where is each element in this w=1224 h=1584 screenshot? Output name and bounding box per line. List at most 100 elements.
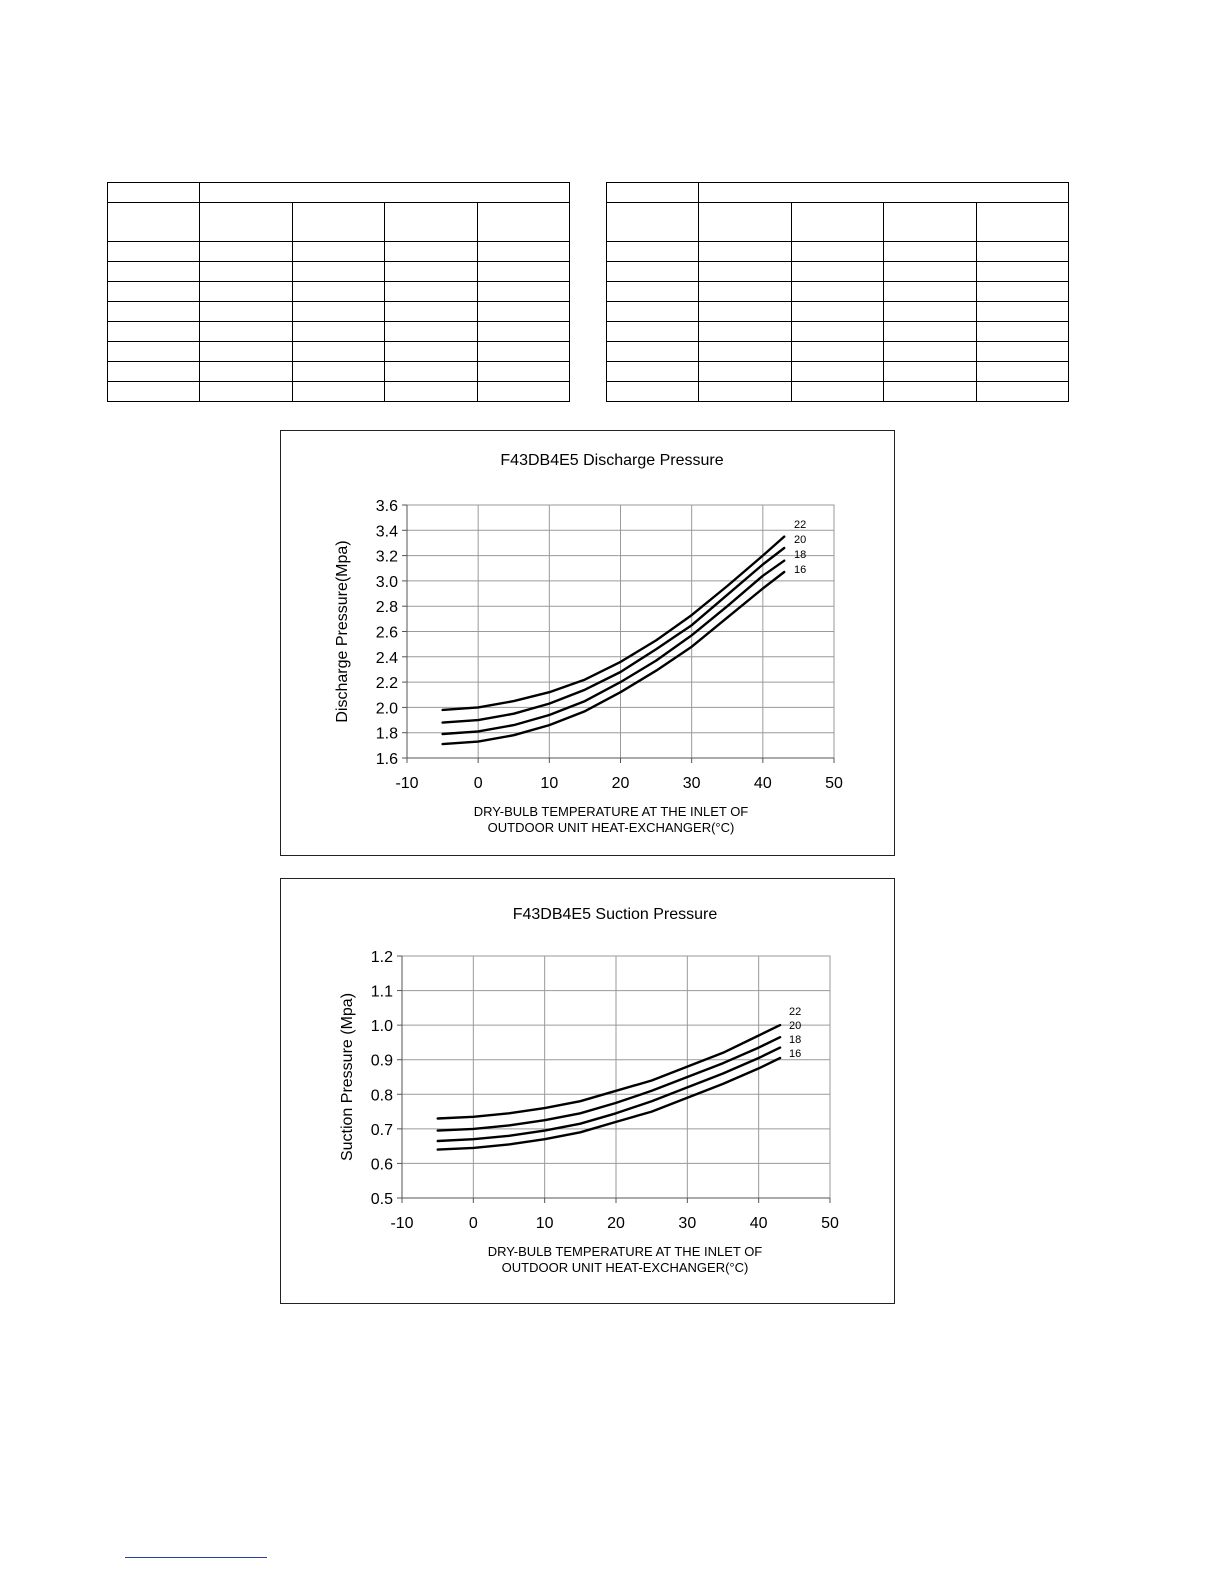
table-cell — [975, 341, 1070, 362]
x-tick-label: 0 — [469, 1215, 478, 1232]
table-cell — [291, 281, 386, 302]
table-cell — [605, 381, 700, 402]
table-row — [605, 381, 1070, 402]
table-cell — [106, 321, 201, 342]
table-cell — [883, 241, 977, 262]
table-cell — [883, 341, 977, 362]
y-tick-label: 0.9 — [371, 1053, 393, 1070]
y-tick-label: 0.7 — [371, 1122, 393, 1139]
y-tick-label: 3.4 — [376, 523, 398, 540]
x-tick-label: 40 — [754, 775, 772, 792]
table-cell — [291, 341, 386, 362]
y-tick-label: 1.6 — [376, 751, 398, 768]
suction-pressure-plot: -10 0 10 20 30 40 50 0.5 0.6 0.7 0.8 0.9 1.0 1.1 1.2 F4… — [339, 906, 839, 1275]
table-cell — [199, 261, 293, 282]
table-row — [106, 261, 571, 282]
table-cell — [106, 341, 201, 362]
table-cell — [790, 202, 885, 242]
table-cell — [975, 281, 1070, 302]
y-tick-label: 1.0 — [371, 1018, 393, 1035]
y-tick-label: 2.6 — [376, 625, 398, 642]
table-cell — [291, 321, 386, 342]
table-cell — [106, 381, 201, 402]
table-cell — [883, 361, 977, 382]
series-label-18: 18 — [794, 549, 806, 561]
table-cell — [476, 301, 571, 322]
table-cell — [476, 381, 571, 402]
table-cell — [883, 261, 977, 282]
table-row — [605, 202, 1070, 242]
y-tick-label: 0.5 — [371, 1191, 393, 1208]
table-cell — [698, 341, 792, 362]
table-row — [605, 321, 1070, 342]
series-line-20 — [436, 1035, 782, 1132]
x-tick-label: 30 — [678, 1215, 696, 1232]
series-label-18: 18 — [789, 1034, 801, 1046]
series-line-16 — [441, 570, 786, 746]
suction-pressure-chart: -10 0 10 20 30 40 50 0.5 0.6 0.7 0.8 0.9 1.0 1.1 1.2 F4… — [280, 878, 895, 1304]
table-row — [106, 361, 571, 382]
y-tick-label: 0.8 — [371, 1087, 393, 1104]
table-cell — [476, 241, 571, 262]
table-cell — [384, 321, 478, 342]
series-label-20: 20 — [789, 1020, 801, 1032]
chart-title: F43DB4E5 Suction Pressure — [513, 906, 718, 923]
table-cell — [476, 261, 571, 282]
y-tick-label: 2.0 — [376, 700, 398, 717]
x-tick-label: 50 — [821, 1215, 839, 1232]
x-tick-label: 20 — [607, 1215, 625, 1232]
blank-grid-table-left — [106, 182, 571, 402]
x-tick-label: -10 — [395, 775, 418, 792]
y-tick-label: 3.6 — [376, 498, 398, 515]
table-cell — [605, 321, 700, 342]
table-cell — [975, 202, 1070, 242]
table-cell — [698, 381, 792, 402]
table-row — [106, 281, 571, 302]
table-cell — [975, 361, 1070, 382]
x-tick-label: 30 — [683, 775, 701, 792]
table-cell — [384, 261, 478, 282]
y-tick-label: 0.6 — [371, 1156, 393, 1173]
table-cell — [975, 261, 1070, 282]
table-row — [106, 341, 571, 362]
table-cell — [790, 341, 885, 362]
table-row — [106, 381, 571, 402]
x-tick-label: 40 — [750, 1215, 768, 1232]
series-line-18 — [436, 1046, 782, 1143]
table-cell — [199, 341, 293, 362]
table-cell — [698, 202, 792, 242]
table-cell — [384, 202, 478, 242]
series-line-22 — [436, 1023, 782, 1120]
x-tick-label: 10 — [536, 1215, 554, 1232]
x-tick-label: 20 — [612, 775, 630, 792]
table-cell — [790, 281, 885, 302]
table-cell — [605, 261, 700, 282]
table-cell — [384, 341, 478, 362]
y-tick-label: 1.2 — [371, 949, 393, 966]
x-tick-label: 10 — [540, 775, 558, 792]
table-cell — [605, 202, 700, 242]
x-tick-label: 0 — [474, 775, 483, 792]
x-tick-label: 50 — [825, 775, 843, 792]
table-cell — [476, 281, 571, 302]
y-tick-label: 2.8 — [376, 599, 398, 616]
table-cell — [199, 241, 293, 262]
table-row — [605, 361, 1070, 382]
y-tick-label: 3.2 — [376, 549, 398, 566]
table-row — [106, 202, 571, 242]
table-row — [106, 241, 571, 262]
table-row — [605, 261, 1070, 282]
series-label-16: 16 — [794, 564, 806, 576]
y-axis-label: Suction Pressure (Mpa) — [339, 993, 356, 1161]
table-cell — [291, 261, 386, 282]
series-label-22: 22 — [794, 519, 806, 531]
table-cell — [199, 202, 293, 242]
table-cell — [790, 381, 885, 402]
table-cell — [975, 381, 1070, 402]
x-axis-label: OUTDOOR UNIT HEAT-EXCHANGER(°C) — [502, 1260, 749, 1275]
table-cell — [106, 182, 201, 203]
table-cell — [291, 241, 386, 262]
table-cell — [384, 241, 478, 262]
table-cell — [883, 281, 977, 302]
series-line-16 — [436, 1056, 782, 1151]
